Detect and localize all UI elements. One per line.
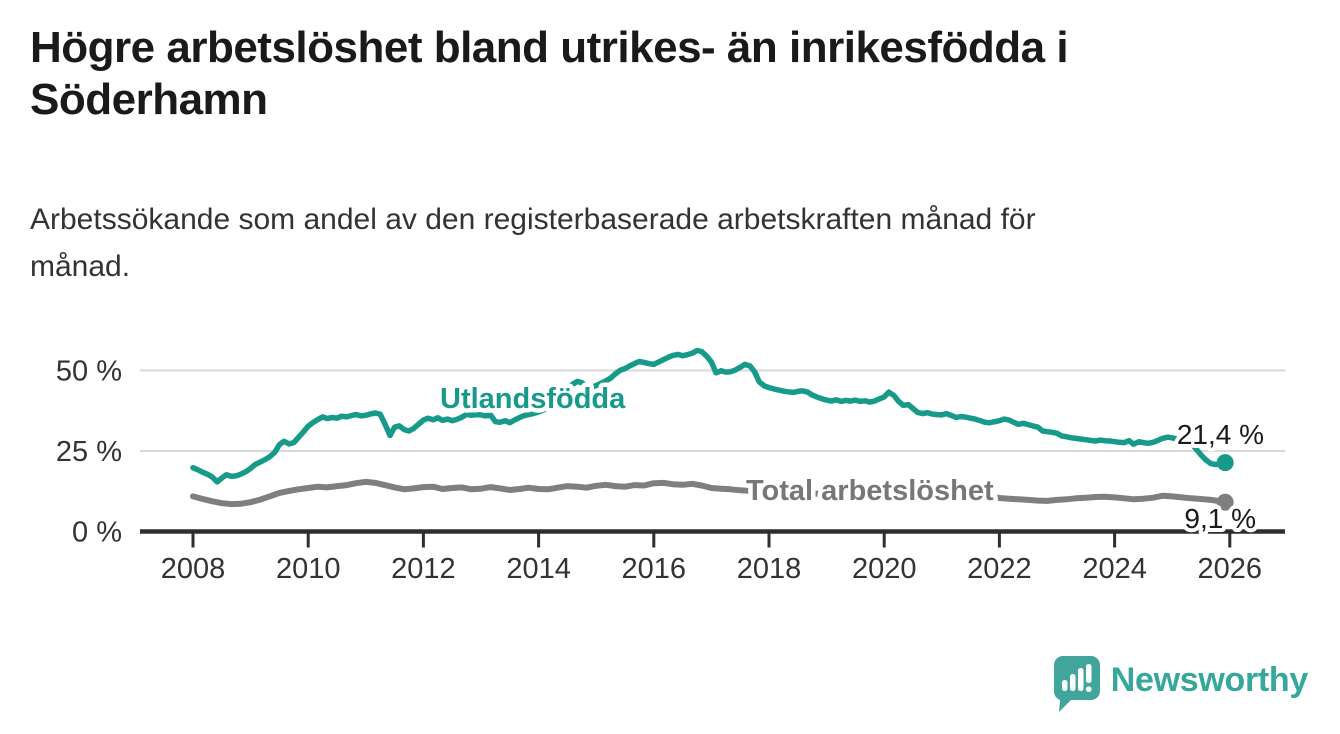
x-tick-label-2026: 2026 (1198, 553, 1263, 585)
unemployment-line-chart: 0 % 25 % 50 % 2008 2010 2012 2014 2016 2018 2020 2… (56, 347, 1285, 585)
x-tick-label-2024: 2024 (1082, 553, 1147, 585)
y-tick-label-25: 25 % (56, 436, 122, 468)
newsworthy-speech-bubble-bar-chart-icon (1053, 656, 1100, 712)
x-tick-label-2022: 2022 (967, 553, 1032, 585)
x-tick-label-2020: 2020 (852, 553, 917, 585)
series-label-utlandsfodda: Utlandsfödda (440, 383, 626, 415)
newsworthy-logo-text: Newsworthy (1110, 661, 1309, 699)
series-line-utlandsfodda (190, 347, 1228, 485)
title-line-2: Söderhamn (30, 75, 268, 124)
end-value-label-utlandsfodda: 21,4 % (1177, 419, 1264, 450)
x-tick-label-2012: 2012 (391, 553, 456, 585)
series-label-total: Total arbetslöshet (746, 475, 994, 507)
y-tick-label-0: 0 % (72, 517, 122, 549)
x-tick-label-2018: 2018 (737, 553, 802, 585)
x-tick-label-2008: 2008 (161, 553, 226, 585)
x-tick-label-2016: 2016 (622, 553, 687, 585)
page-title: Högre arbetslöshet bland utrikes- än inr… (30, 22, 1300, 126)
series-end-dot-total (1216, 493, 1234, 511)
chart-subtitle: Arbetssökande som andel av den registerb… (30, 196, 1300, 290)
subtitle-line-2: månad. (30, 250, 131, 283)
series-line-total (190, 478, 1229, 508)
newsworthy-logo: Newsworthy (1050, 654, 1308, 714)
x-tick-label-2014: 2014 (506, 553, 571, 585)
series-end-dot-utlandsfodda (1216, 454, 1234, 472)
y-tick-label-50: 50 % (56, 356, 122, 388)
title-line-1: Högre arbetslöshet bland utrikes- än inr… (30, 23, 1069, 72)
subtitle-line-1: Arbetssökande som andel av den registerb… (30, 203, 1036, 236)
x-tick-label-2010: 2010 (276, 553, 341, 585)
end-value-label-total: 9,1 % (1184, 503, 1256, 534)
